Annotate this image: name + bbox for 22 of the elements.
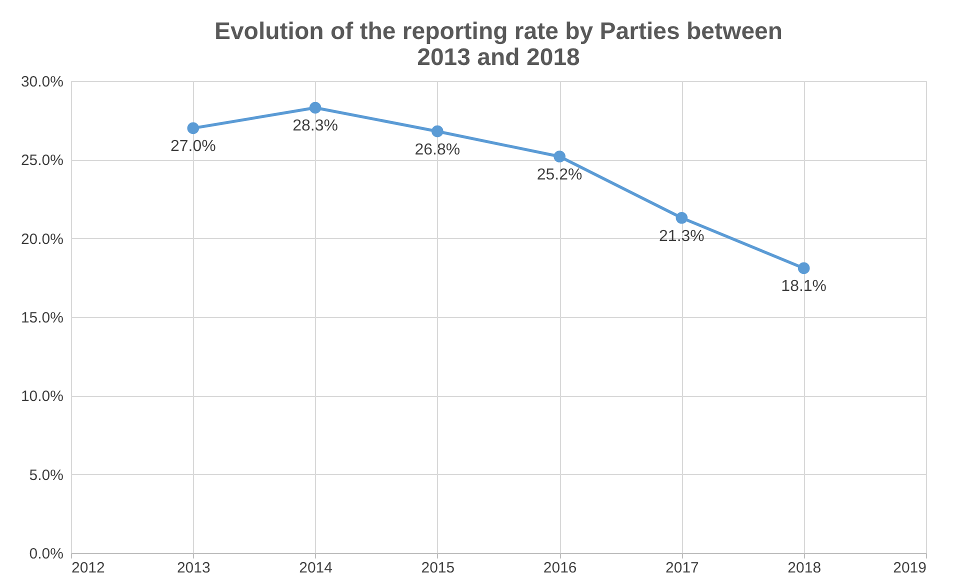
y-tick-label: 20.0% [20, 230, 64, 248]
data-label: 26.8% [414, 141, 460, 158]
y-tick-label: 15.0% [20, 310, 64, 326]
x-tick-label: 2015 [421, 560, 455, 576]
x-tick-label: 2013 [176, 560, 210, 576]
x-tick-label: 2016 [543, 560, 577, 576]
x-tick-label: 2019 [893, 560, 926, 576]
x-tick-label: 2017 [666, 560, 699, 576]
data-label: 27.0% [170, 138, 216, 156]
y-tick-label: 10.0% [20, 388, 64, 406]
y-tick-label: 30.0% [20, 74, 64, 90]
x-tick-label: 2018 [788, 560, 822, 576]
data-label: 28.3% [292, 118, 338, 135]
data-label: 25.2% [536, 166, 582, 184]
y-tick-label: 0.0% [29, 546, 64, 562]
x-tick-label: 2014 [299, 560, 332, 576]
x-tick-label: 2012 [72, 560, 105, 576]
chart-title: Evolution of the reporting rate by Parties between 2013 and 2018 [214, 18, 783, 71]
y-tick-label: 5.0% [29, 466, 64, 484]
data-label: 18.1% [781, 278, 827, 296]
data-label: 21.3% [659, 228, 704, 245]
y-tick-label: 25.0% [20, 152, 64, 170]
